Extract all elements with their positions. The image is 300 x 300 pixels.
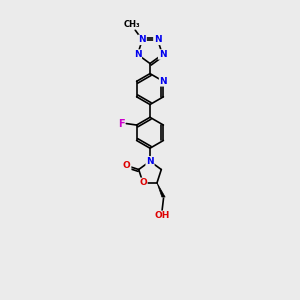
Polygon shape: [157, 183, 165, 197]
Text: N: N: [160, 77, 167, 86]
Text: N: N: [146, 157, 154, 166]
Text: OH: OH: [154, 211, 170, 220]
Text: O: O: [139, 178, 147, 187]
Text: F: F: [118, 118, 124, 128]
Text: N: N: [139, 35, 146, 44]
Text: O: O: [123, 161, 131, 170]
Text: CH₃: CH₃: [124, 20, 140, 29]
Text: N: N: [159, 50, 166, 59]
Text: N: N: [154, 35, 161, 44]
Text: N: N: [134, 50, 141, 59]
